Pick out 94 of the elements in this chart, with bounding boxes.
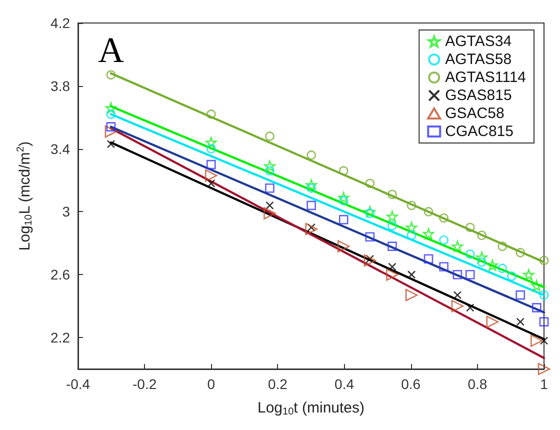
point	[540, 336, 548, 345]
y-tick-label: 3.4	[50, 140, 70, 157]
point	[424, 207, 434, 216]
point	[539, 256, 549, 266]
point	[365, 232, 375, 242]
point	[516, 290, 526, 300]
point	[306, 200, 316, 210]
point	[465, 250, 475, 259]
point	[486, 260, 498, 271]
point	[337, 240, 350, 252]
point	[338, 192, 350, 204]
legend-label: GSAS815	[445, 87, 512, 104]
point	[477, 230, 486, 240]
point	[453, 290, 462, 300]
point	[305, 222, 318, 236]
legend-label: CGAC815	[445, 123, 514, 140]
y-tick-label: 2.2	[50, 330, 70, 346]
y-tick-label: 4.2	[50, 15, 70, 31]
point	[452, 270, 462, 280]
point	[386, 210, 398, 222]
point	[106, 140, 116, 148]
x-tick-label: -0.2	[132, 376, 157, 392]
x-tick-label: 0.2	[268, 376, 288, 392]
point	[205, 136, 217, 148]
x-tick-label: 0	[207, 376, 216, 392]
point	[406, 222, 418, 234]
point	[364, 206, 376, 218]
point	[538, 362, 550, 376]
annotation: A	[98, 30, 124, 70]
point	[264, 207, 276, 220]
point	[539, 317, 549, 326]
point	[338, 166, 348, 176]
legend-label: GSAC58	[445, 105, 504, 122]
point	[407, 270, 416, 279]
legend-label: AGTAS1114	[445, 69, 526, 86]
point	[386, 268, 398, 281]
point	[498, 264, 508, 273]
x-tick-label: -0.4	[66, 376, 90, 392]
point	[486, 316, 499, 328]
point	[466, 304, 474, 312]
point	[106, 70, 116, 80]
point	[105, 102, 117, 114]
point	[206, 144, 216, 154]
point	[206, 179, 216, 188]
point	[206, 160, 216, 170]
legend-label: AGTAS58	[445, 51, 512, 68]
x-tick-label: 0.8	[468, 376, 488, 392]
point	[306, 179, 317, 191]
point	[266, 201, 274, 210]
point	[523, 268, 534, 280]
point	[206, 110, 216, 119]
point	[406, 230, 416, 240]
point	[204, 169, 218, 182]
y-axis-title: Log10L (mcd/m2)	[16, 141, 34, 251]
point	[532, 303, 542, 312]
point	[106, 110, 116, 119]
point	[451, 300, 464, 312]
point	[406, 200, 416, 210]
point	[265, 183, 274, 193]
point	[388, 242, 397, 251]
point	[439, 235, 448, 245]
point	[265, 132, 274, 141]
point	[498, 242, 508, 251]
y-tick-label: 3.8	[50, 78, 70, 94]
x-tick-label: 0.4	[334, 376, 354, 392]
x-tick-label: 1	[540, 376, 548, 392]
point	[264, 160, 276, 172]
point	[424, 254, 434, 264]
y-tick-label: 3	[62, 204, 70, 220]
point	[439, 213, 448, 223]
point	[452, 240, 464, 252]
y-tick-label: 2.6	[50, 266, 70, 283]
point	[530, 334, 543, 347]
point	[531, 280, 542, 292]
legend-label: AGTAS34	[445, 33, 512, 50]
x-tick-label: 0.6	[401, 376, 421, 392]
point	[365, 178, 375, 188]
point	[507, 272, 516, 281]
point	[516, 248, 526, 258]
point	[104, 125, 118, 138]
point	[306, 150, 316, 160]
point	[422, 228, 434, 240]
point	[465, 222, 475, 232]
point	[465, 270, 475, 280]
point	[364, 254, 376, 267]
point	[388, 221, 397, 231]
point	[539, 290, 549, 300]
point	[405, 288, 418, 302]
point	[388, 262, 396, 271]
point	[338, 214, 348, 224]
point	[476, 252, 488, 263]
point	[439, 262, 448, 272]
point	[516, 318, 525, 326]
point	[388, 190, 397, 200]
